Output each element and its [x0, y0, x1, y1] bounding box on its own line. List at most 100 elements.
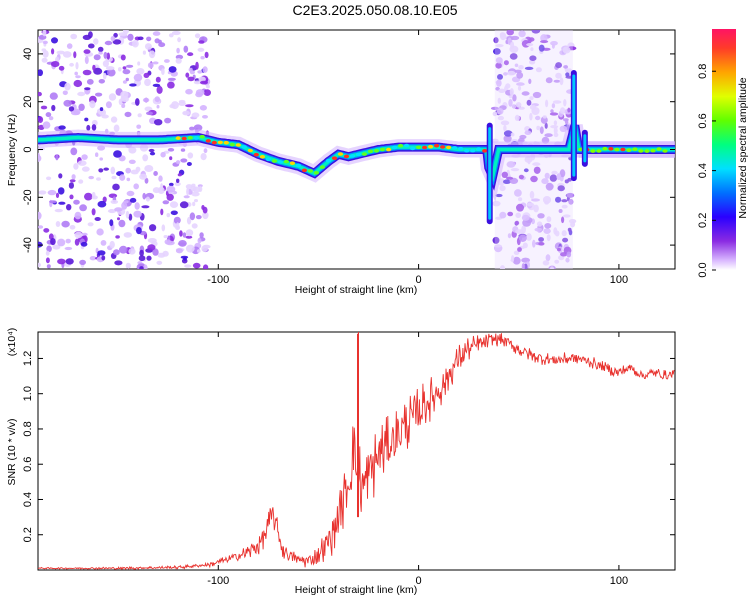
- spectrogram-noise-blob: [110, 166, 116, 175]
- spectrogram-noise-blob: [80, 241, 88, 247]
- spectrogram-noise-blob: [186, 162, 192, 166]
- spectrogram-noise-blob: [144, 106, 153, 112]
- spectrogram-noise-blob: [98, 79, 106, 84]
- spectrogram-noise-blob: [553, 126, 558, 135]
- spectrogram-noise-blob: [52, 244, 61, 250]
- spectrogram-noise-blob: [163, 235, 168, 239]
- spectrogram-ridge-peak: [337, 152, 344, 156]
- spectrogram-ridge-peak: [596, 149, 602, 153]
- x-tick-label: 100: [610, 274, 628, 286]
- spectrogram-noise-blob: [68, 106, 75, 112]
- spectrogram-noise-blob: [555, 62, 562, 69]
- spectrogram-ridge-peak: [319, 165, 325, 169]
- spectrogram-ridge-peak: [349, 154, 356, 158]
- spectrogram-noise-blob: [507, 211, 514, 217]
- spectrogram-noise-blob: [532, 91, 542, 99]
- spectrogram-noise-blob: [48, 116, 54, 121]
- spectrogram-noise-blob: [79, 204, 87, 212]
- spectrogram-noise-blob: [186, 187, 190, 196]
- spectrogram-ridge-peak: [632, 147, 638, 151]
- spectrogram-noise-blob: [203, 148, 208, 154]
- spectrogram-noise-blob: [155, 76, 161, 83]
- spectrogram-noise-blob: [187, 76, 195, 82]
- spectrogram-noise-blob: [497, 97, 501, 104]
- spectrogram-noise-blob: [521, 91, 530, 96]
- spectrogram-noise-blob: [81, 154, 88, 160]
- spectrogram-noise-blob: [565, 72, 570, 77]
- spectrogram-noise-blob: [529, 96, 534, 101]
- spectrogram-noise-blob: [191, 223, 198, 229]
- spectrogram-noise-blob: [554, 230, 560, 237]
- spectrogram-noise-blob: [127, 33, 134, 41]
- spectrogram-ridge-peak: [175, 136, 181, 140]
- spectrogram-noise-blob: [542, 115, 547, 119]
- spectrogram-noise-blob: [110, 199, 119, 204]
- spectrogram-noise-blob: [125, 167, 131, 174]
- spectrogram-ridge-peak: [277, 160, 283, 164]
- spectrogram-noise-blob: [538, 237, 544, 242]
- spectrogram-ridge-peak: [193, 136, 199, 140]
- spectrogram-noise-blob: [103, 167, 109, 171]
- spectrogram-noise-blob: [499, 185, 506, 192]
- spectrogram-noise-blob: [45, 257, 50, 264]
- spectrogram-noise-blob: [46, 264, 51, 269]
- spectrogram-noise-blob: [531, 30, 541, 34]
- spectrogram-noise-blob: [144, 43, 152, 50]
- spectrogram-noise-blob: [109, 209, 114, 213]
- spectrogram-noise-blob: [201, 205, 205, 210]
- spectrogram-noise-blob: [499, 211, 507, 219]
- spectrogram-ridge-peak: [271, 159, 277, 163]
- spectrogram-noise-blob: [494, 244, 502, 248]
- spectrogram-noise-blob: [563, 65, 568, 69]
- spectrogram-noise-blob: [564, 118, 569, 125]
- spectrogram-noise-blob: [526, 43, 534, 47]
- spectrogram-noise-blob: [118, 98, 123, 106]
- spectrogram-noise-blob: [118, 67, 122, 72]
- spectrogram-noise-blob: [65, 238, 71, 244]
- spectrogram-noise-blob: [142, 50, 146, 55]
- spectrogram-noise-blob: [167, 148, 175, 152]
- spectrogram-ridge-peak: [620, 147, 626, 152]
- spectrogram-noise-blob: [56, 50, 65, 55]
- spectrogram-noise-blob: [81, 166, 90, 172]
- colorbar-tick-label: 0.2: [697, 213, 709, 228]
- spectrogram-noise-blob: [516, 82, 525, 86]
- snr-panel: -100 0 100 0.2 0.4 0.6 0.8 1.0 1.2 Height of st…: [6, 328, 676, 596]
- spectrogram-noise-blob: [190, 185, 197, 192]
- spectrogram-noise-blob: [168, 182, 174, 187]
- spectrogram-noise-blob: [532, 162, 541, 166]
- spectrogram-ridge-peak: [476, 147, 482, 151]
- spectrogram-noise-blob: [148, 50, 156, 59]
- spectrogram-noise-blob: [530, 175, 538, 183]
- spectrogram-noise-blob: [158, 175, 163, 182]
- spectrogram-noise-blob: [493, 48, 501, 55]
- spectrogram-noise-blob: [125, 262, 131, 269]
- spectrogram-noise-blob: [568, 198, 574, 205]
- spectrogram-noise-blob: [536, 125, 541, 131]
- spectrogram-noise-blob: [154, 119, 163, 126]
- spectrogram-noise-blob: [549, 174, 558, 182]
- spectrogram-noise-blob: [160, 208, 164, 216]
- spectrogram-noise-blob: [83, 49, 91, 54]
- spectrogram-noise-blob: [561, 199, 568, 203]
- spectrogram-noise-blob: [122, 69, 131, 75]
- spectrogram-noise-blob: [202, 115, 208, 119]
- spectrogram-noise-blob: [524, 66, 534, 70]
- spectrogram-noise-blob: [58, 125, 66, 130]
- spectrogram-noise-blob: [98, 51, 103, 55]
- spectrogram-noise-blob: [515, 229, 524, 234]
- spectrogram-noise-blob: [518, 106, 525, 110]
- spectrogram-noise-blob: [524, 156, 533, 163]
- spectrogram-noise-blob: [506, 161, 516, 168]
- spectrogram-noise-blob: [70, 33, 78, 40]
- spectrogram-noise-blob: [195, 89, 205, 96]
- spectrogram-ridge-peak: [650, 148, 656, 153]
- spectrogram-noise-blob: [111, 175, 117, 180]
- spectrogram-noise-blob: [567, 107, 571, 113]
- spectrogram-noise-blob: [497, 74, 503, 80]
- spectrogram-noise-blob: [94, 217, 101, 221]
- spectrogram-noise-blob: [522, 242, 528, 249]
- spectrogram-noise-blob: [514, 189, 522, 197]
- spectrogram-noise-blob: [109, 240, 115, 249]
- spectrogram-noise-blob: [147, 62, 154, 69]
